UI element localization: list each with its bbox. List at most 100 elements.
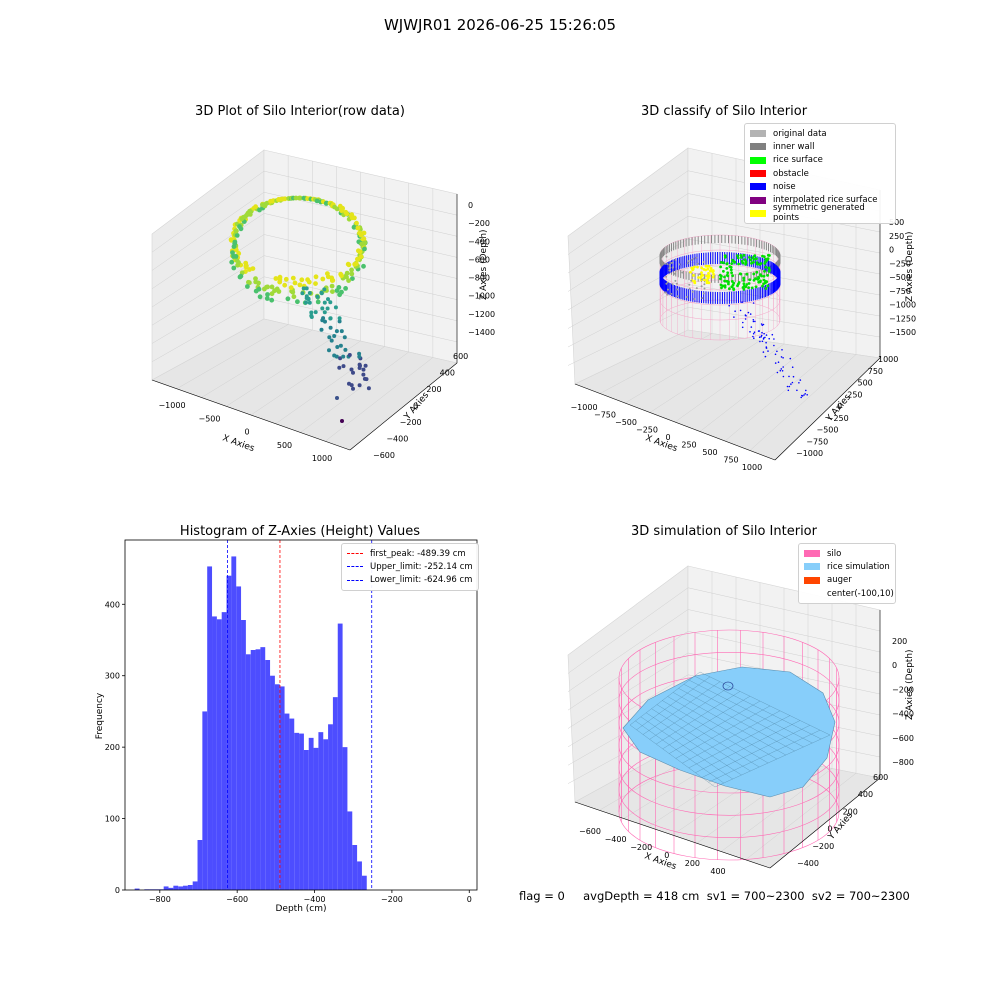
legend-entry: auger xyxy=(804,574,890,587)
panel2-point xyxy=(761,284,764,288)
panel1-point xyxy=(338,356,343,361)
p2-z-tick-5: −750 xyxy=(889,287,911,296)
histogram-bar xyxy=(265,660,271,890)
panel2-point xyxy=(800,396,802,399)
panel2-point xyxy=(745,315,747,317)
histogram-bar xyxy=(183,885,188,890)
panel1-point xyxy=(277,274,283,280)
panel2-point xyxy=(753,337,755,340)
panel1-point xyxy=(329,278,335,283)
legend-swatch xyxy=(750,170,766,178)
panel2-point xyxy=(752,272,756,276)
panel2-point xyxy=(753,254,757,258)
panel1-point xyxy=(357,383,362,388)
legend-entry: inner wall xyxy=(750,140,890,153)
panel2-point xyxy=(755,261,759,264)
legend-entry: symmetric generated points xyxy=(750,203,890,223)
histogram-bar xyxy=(202,711,208,890)
panel1-point xyxy=(238,273,244,279)
panel2-point xyxy=(736,282,740,286)
legend-label: Upper_limit: -252.14 cm xyxy=(370,561,473,572)
histogram-bar xyxy=(163,886,169,890)
panel2-point xyxy=(763,262,767,265)
panel2-point xyxy=(723,275,726,279)
panel2-point xyxy=(676,288,679,291)
panel2-point xyxy=(762,323,765,326)
panel1-point xyxy=(323,319,327,324)
panel2-point xyxy=(768,254,771,257)
panel2-point xyxy=(753,331,756,334)
legend-swatch xyxy=(750,196,766,204)
legend-swatch xyxy=(804,563,820,571)
histogram-bar xyxy=(323,739,329,890)
panel2-point xyxy=(720,286,723,290)
panel2-point xyxy=(752,319,755,321)
panel2-point xyxy=(674,279,677,282)
legend-swatch xyxy=(750,143,766,151)
panel2-point xyxy=(754,320,756,323)
panel1-point xyxy=(361,236,367,242)
panel1-point xyxy=(300,291,305,296)
panel1-point xyxy=(243,264,249,270)
panel2-point xyxy=(744,318,747,320)
histogram-bar xyxy=(361,875,367,890)
histogram-bar xyxy=(134,888,140,890)
p2-y-tick-0: −1000 xyxy=(796,449,823,458)
p1-x-tick-1: −500 xyxy=(199,414,221,423)
histogram-bar xyxy=(284,713,290,890)
legend-entry: Upper_limit: -252.14 cm xyxy=(347,560,473,573)
panel1-point xyxy=(245,284,250,289)
panel2-point xyxy=(702,268,706,271)
panel1-point xyxy=(282,196,288,202)
panel2-point xyxy=(752,278,756,282)
legend-label: symmetric generated points xyxy=(773,203,865,224)
panel1-point xyxy=(337,292,342,298)
legend-swatch xyxy=(750,130,766,138)
p4-y-tick-1: −200 xyxy=(812,842,834,851)
p4-z-tick-2: −200 xyxy=(892,685,914,694)
p2-x-tick-8: 1000 xyxy=(742,463,762,472)
panel2-point xyxy=(739,254,743,257)
legend-entry: first_peak: -489.39 cm xyxy=(347,547,473,560)
p1-z-tick-5: −1000 xyxy=(468,292,495,301)
panel1-point xyxy=(339,273,344,279)
histogram-bar xyxy=(231,556,237,890)
panel2-point xyxy=(765,334,768,336)
p1-y-tick-3: 0 xyxy=(413,402,418,411)
panel2-point xyxy=(728,265,732,268)
p4-y-tick-2: 0 xyxy=(827,825,832,834)
panel1-point xyxy=(326,297,330,302)
panel1-point xyxy=(234,258,240,263)
panel2-point xyxy=(676,295,679,298)
panel2-point xyxy=(776,350,778,353)
legend-label: inner wall xyxy=(773,141,815,152)
panel1-point xyxy=(363,363,368,368)
panel1-zlabel: Z Axies (Depth) xyxy=(479,229,489,300)
panel2-point xyxy=(744,262,747,266)
panel2-point xyxy=(692,274,695,277)
panel2-point xyxy=(700,273,704,277)
p4-x-tick-0: −600 xyxy=(579,827,601,836)
panel1-point xyxy=(335,396,339,400)
legend-entry: rice surface xyxy=(750,154,890,167)
histogram-bar xyxy=(289,718,295,890)
panel2-point xyxy=(718,273,722,277)
panel1-point xyxy=(325,306,330,311)
panel2-point xyxy=(739,309,742,312)
panel1-point xyxy=(319,291,324,296)
panel1-point xyxy=(355,225,361,231)
p4-y-tick-0: −400 xyxy=(797,859,819,868)
p1-x-tick-2: 0 xyxy=(244,428,249,437)
legend-label: first_peak: -489.39 cm xyxy=(370,548,466,559)
panel2-point xyxy=(788,375,790,378)
panel2-point xyxy=(761,331,763,334)
panel1-point xyxy=(357,362,362,367)
panel1-point xyxy=(351,386,355,391)
histogram-bar xyxy=(245,654,251,890)
panel2-point xyxy=(765,346,768,348)
panel1-point xyxy=(337,319,342,324)
p2-y-tick-7: 750 xyxy=(868,367,883,376)
p2-z-tick-6: −1000 xyxy=(889,301,916,310)
panel1-point xyxy=(340,419,344,423)
panel2-point xyxy=(726,274,730,278)
